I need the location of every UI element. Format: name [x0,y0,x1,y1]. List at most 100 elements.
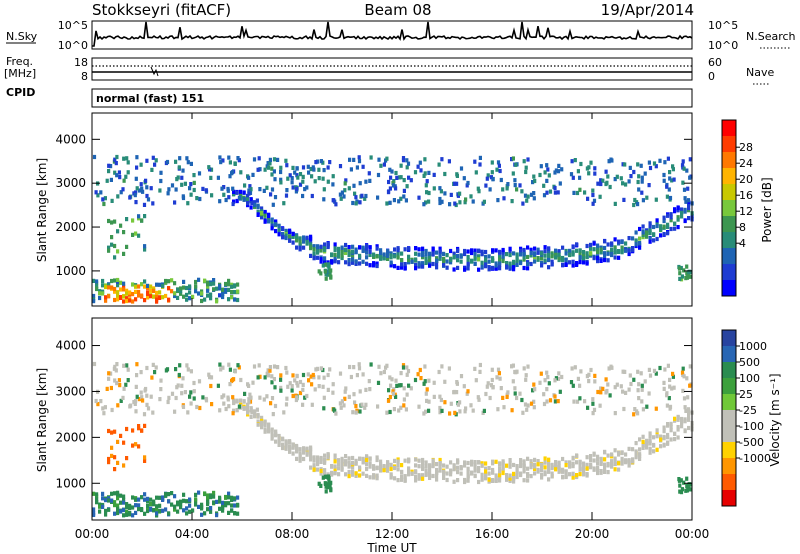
velocity-cell [571,464,575,469]
velocity-cell [296,383,300,388]
velocity-cell [116,439,120,444]
velocity-cell [485,384,489,389]
velocity-echo-cells [92,361,694,518]
power-cell [236,289,240,294]
power-cell [571,245,575,250]
power-cell [338,192,342,197]
power-cell [569,172,574,177]
velocity-cell [680,370,685,375]
power-cell [137,284,141,289]
velocity-cell [303,395,307,400]
velocity-cell [603,462,607,467]
velocity-cell [547,460,551,465]
power-cell [209,167,214,172]
power-cell [167,187,171,192]
velocity-cell [119,509,123,514]
velocity-cell [633,407,637,412]
velocity-cell [622,406,626,412]
velocity-cell [431,458,435,463]
colorbar-swatch [722,248,736,265]
power-cell [668,170,672,175]
velocity-cell [400,469,404,475]
power-cell [512,267,516,272]
velocity-cell [505,476,509,481]
velocity-cell [585,473,589,478]
velocity-cell [233,496,237,501]
power-cell [564,251,568,256]
velocity-cell [386,468,390,473]
power-cell [465,183,469,188]
power-cell [526,157,530,162]
power-cell [191,294,195,299]
velocity-cell [269,401,273,406]
velocity-cell [466,469,470,474]
velocity-cell [352,365,356,370]
power-cell [224,287,228,292]
velocity-cell [670,386,674,391]
colorbar-swatch [722,410,736,427]
velocity-cell [218,362,222,367]
power-cell [143,214,147,219]
power-cell [474,170,478,175]
power-cell [603,245,607,251]
velocity-cell [449,472,453,477]
velocity-cell [376,404,380,409]
velocity-cell [273,403,278,409]
power-cell [181,195,186,201]
velocity-cell [681,366,685,371]
power-cell [531,180,535,185]
power-cell [519,246,523,251]
power-cell [347,245,351,250]
velocity-cell [641,439,645,444]
velocity-cell [480,472,484,477]
velocity-cell [519,460,523,465]
velocity-cell [185,506,189,511]
power-cell [312,251,316,256]
velocity-cell [641,407,645,412]
velocity-cell [94,398,98,404]
velocity-cell [323,468,327,473]
power-cell [627,236,631,241]
velocity-cell [102,411,106,416]
colorbar-tick-label: -100 [739,420,764,433]
velocity-cell [301,382,305,387]
velocity-cell [317,375,321,380]
power-cell [194,289,198,294]
velocity-cell [498,473,502,478]
velocity-cell [151,362,155,367]
velocity-cell [291,445,295,450]
velocity-cell [137,397,141,402]
power-cell [560,167,564,172]
power-cell [116,277,120,283]
velocity-cell [288,381,292,386]
power-cell [170,278,174,283]
power-cell [208,167,212,172]
velocity-cell [610,464,614,469]
velocity-cell [221,508,225,513]
colorbar-swatch [722,152,736,169]
power-cell [519,252,523,257]
velocity-cell [260,425,264,430]
power-cell [624,182,628,187]
y-tick-label: 3000 [55,384,86,398]
velocity-cell [281,437,285,442]
velocity-cell [301,372,306,378]
velocity-cell [496,407,500,412]
power-cell [291,185,295,190]
velocity-cell [329,487,333,492]
velocity-cell [179,499,183,504]
power-cell [200,291,204,296]
power-cell [107,294,111,299]
power-cell [242,197,246,202]
velocity-cell [596,389,600,395]
power-cell [218,199,222,204]
velocity-cell [532,399,536,404]
power-cell [648,224,652,229]
power-cell [188,284,192,289]
velocity-cell [508,478,512,483]
velocity-cell [522,463,526,468]
power-cell [337,260,341,265]
velocity-cell [309,374,313,379]
velocity-cell [325,482,329,487]
power-cell [232,189,236,194]
